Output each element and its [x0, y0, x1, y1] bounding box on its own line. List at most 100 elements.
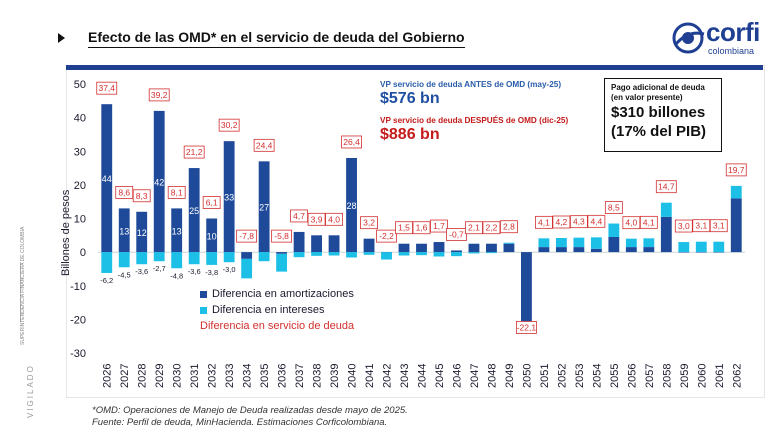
- amort-data-label: 12: [137, 228, 147, 238]
- x-tick-label: 2053: [574, 364, 586, 388]
- bar-amort-2035: [258, 161, 270, 253]
- y-tick-label: 40: [74, 113, 86, 125]
- x-tick-label: 2031: [189, 364, 201, 388]
- bar-amort-2054: [590, 248, 602, 253]
- bar-interest-2054: [590, 237, 602, 249]
- bar-interest-2030: [171, 252, 183, 269]
- total-data-label: 30,2: [221, 120, 238, 130]
- header: Efecto de las OMD* en el servicio de deu…: [0, 0, 780, 64]
- total-label-box: [482, 221, 501, 235]
- amort-data-label: 10: [207, 231, 217, 241]
- total-data-label: 1,6: [416, 223, 428, 233]
- bar-interest-2028: [136, 252, 148, 265]
- x-tick-label: 2032: [207, 364, 219, 388]
- total-data-label: -7,8: [239, 231, 254, 241]
- x-tick-label: 2060: [696, 364, 708, 388]
- page-title: Efecto de las OMD* en el servicio de deu…: [88, 29, 465, 48]
- legend-swatch: [200, 291, 207, 298]
- total-data-label: -0,7: [449, 229, 464, 239]
- bar-interest-2053: [573, 237, 585, 248]
- bar-amort-2044: [416, 243, 427, 253]
- bar-interest-2031: [188, 252, 200, 265]
- total-label-box: [341, 135, 362, 149]
- bar-amort-2059: [678, 252, 690, 253]
- bar-amort-2045: [433, 242, 445, 253]
- total-label-box: [167, 186, 186, 199]
- bar-amort-2061: [713, 252, 725, 253]
- bar-interest-2044: [416, 252, 427, 256]
- total-label-box: [307, 212, 326, 226]
- amort-data-label: 13: [172, 226, 182, 236]
- bar-amort-2031: [188, 168, 200, 253]
- total-data-label: 2,2: [486, 223, 498, 233]
- interest-data-label: -4,5: [118, 270, 131, 279]
- y-axis-label: Billones de pesos: [60, 189, 72, 276]
- x-tick-label: 2049: [504, 364, 516, 388]
- x-tick-label: 2061: [714, 364, 726, 388]
- interest-data-label: -4,8: [170, 271, 183, 280]
- after-omd-label: VP servicio de deuda DESPUÉS de OMD (dic…: [380, 116, 569, 125]
- bar-amort-2041: [363, 238, 375, 253]
- total-label-box: [604, 201, 623, 214]
- bar-amort-2028: [136, 211, 148, 253]
- bar-interest-2046: [451, 252, 462, 257]
- bar-interest-2043: [398, 252, 410, 256]
- bar-interest-2038: [311, 252, 323, 256]
- footnote-source: Fuente: Perfil de deuda, MinHacienda. Es…: [92, 417, 388, 428]
- bar-interest-2034: [241, 258, 253, 279]
- x-tick-label: 2055: [609, 364, 621, 388]
- legend-label: Diferencia en intereses: [212, 304, 325, 316]
- x-tick-label: 2041: [364, 364, 376, 388]
- total-label-box: [552, 215, 571, 229]
- total-data-label: 4,1: [538, 217, 550, 227]
- bar-amort-2029: [153, 110, 165, 253]
- total-data-label: 2,1: [468, 223, 480, 233]
- total-data-label: 4,4: [590, 216, 602, 226]
- total-label-box: [360, 216, 378, 230]
- legend-label: Diferencia en servicio de deuda: [200, 320, 355, 332]
- bar-amort-2047: [468, 243, 480, 253]
- total-label-box: [271, 229, 293, 243]
- interest-data-label: -2,7: [153, 264, 166, 273]
- total-data-label: 4,0: [625, 218, 637, 228]
- interest-data-label: -3,8: [205, 268, 218, 277]
- legend-label: Diferencia en amortizaciones: [212, 288, 354, 300]
- after-omd-value: $886 bn: [380, 126, 440, 143]
- bar-interest-2037: [293, 252, 305, 258]
- bar-interest-2047: [468, 252, 480, 254]
- total-label-box: [325, 212, 343, 226]
- bar-amort-2050: [520, 252, 532, 323]
- y-tick-label: 10: [74, 214, 86, 226]
- bar-amort-2046: [451, 250, 462, 253]
- y-tick-label: 0: [80, 247, 86, 259]
- bar-interest-2029: [153, 252, 165, 262]
- bar-interest-2059: [678, 242, 690, 253]
- total-data-label: 24,4: [256, 140, 273, 150]
- total-label-box: [639, 215, 658, 229]
- total-data-label: 19,7: [728, 165, 745, 175]
- x-tick-label: 2047: [469, 364, 481, 388]
- total-label-box: [655, 180, 677, 194]
- bar-interest-2041: [363, 252, 375, 255]
- y-tick-label: -20: [70, 314, 86, 326]
- x-tick-label: 2046: [451, 364, 463, 388]
- total-label-box: [709, 219, 728, 233]
- bar-amort-2060: [695, 252, 707, 253]
- bar-interest-2042: [381, 252, 392, 260]
- bar-interest-2036: [276, 253, 288, 272]
- bar-amort-2037: [293, 231, 305, 253]
- x-tick-label: 2037: [294, 364, 306, 388]
- bar-amort-2057: [643, 247, 655, 253]
- y-tick-label: -10: [70, 281, 86, 293]
- amort-data-label: 42: [154, 178, 164, 188]
- total-label-box: [218, 118, 240, 132]
- x-tick-label: 2028: [137, 364, 149, 388]
- x-tick-label: 2045: [434, 364, 446, 388]
- x-tick-label: 2059: [679, 364, 691, 388]
- bar-amort-2033: [223, 141, 235, 253]
- total-label-box: [395, 221, 413, 235]
- x-tick-label: 2054: [591, 364, 603, 388]
- amort-data-label: 25: [189, 206, 199, 216]
- total-data-label: 2,8: [503, 222, 515, 232]
- amort-data-label: 33: [224, 193, 234, 203]
